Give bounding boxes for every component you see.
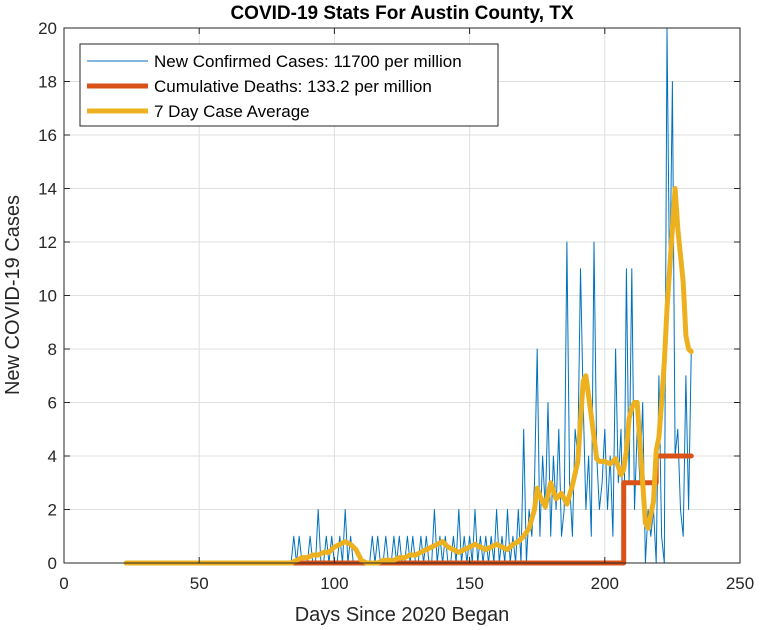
y-tick-label: 20 [38,19,57,38]
ticks: 0 50 100 150 200 250 0 2 4 6 8 10 12 14 16 18 20 [38,19,754,593]
y-tick-label: 14 [38,180,57,199]
y-axis-label: New COVID-19 Cases [2,195,24,395]
y-tick-label: 10 [38,287,57,306]
legend-box [79,43,499,127]
x-axis-label: Days Since 2020 Began [295,604,510,626]
x-tick-label: 150 [455,574,483,593]
y-tick-label: 12 [38,233,57,252]
legend-label-new-cases: New Confirmed Cases: 11700 per million [154,52,462,71]
y-tick-label: 8 [48,340,57,359]
legend-label-deaths: Cumulative Deaths: 133.2 per million [154,77,432,96]
x-tick-label: 100 [320,574,348,593]
chart-title: COVID-19 Stats For Austin County, TX [230,3,573,24]
y-tick-label: 18 [38,73,57,92]
x-tick-label: 250 [726,574,754,593]
x-tick-label: 50 [190,574,209,593]
y-tick-label: 16 [38,126,57,145]
y-tick-label: 0 [48,554,57,573]
legend: New Confirmed Cases: 11700 per million C… [79,43,499,127]
x-tick-label: 200 [591,574,619,593]
x-tick-label: 0 [59,574,68,593]
y-tick-label: 2 [48,501,57,520]
y-tick-label: 4 [48,447,57,466]
y-tick-label: 6 [48,394,57,413]
legend-label-case-average: 7 Day Case Average [154,102,310,121]
